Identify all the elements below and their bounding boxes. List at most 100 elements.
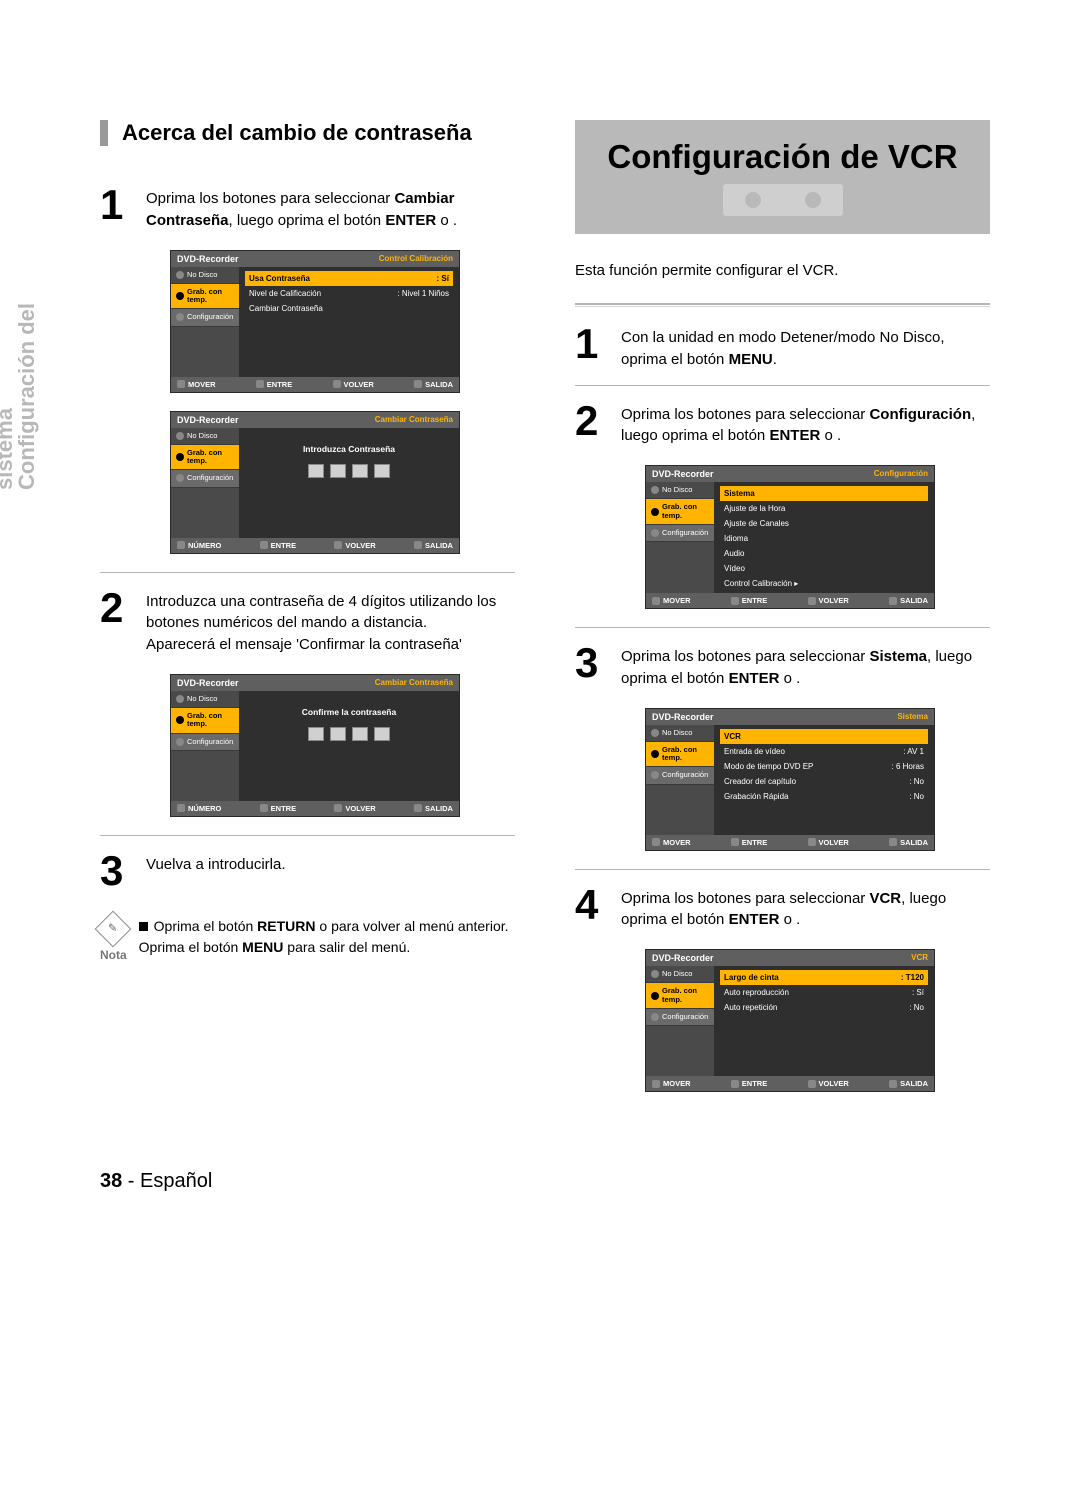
exit-icon [414, 541, 422, 549]
osd-device: DVD-Recorder [177, 415, 239, 425]
osd-side-nodisco: No Disco [646, 966, 714, 983]
step-number: 1 [100, 186, 132, 232]
number-icon [177, 804, 185, 812]
left-step-1: 1 Oprima los botones para seleccionar Ca… [100, 186, 515, 232]
osd-footer: MOVER ENTRE VOLVER SALIDA [646, 593, 934, 608]
exit-icon [414, 804, 422, 812]
osd-body: No Disco Grab. con temp. Configuración L… [646, 966, 934, 1076]
osd-footer-salida: SALIDA [414, 380, 453, 389]
osd-sidebar: No Disco Grab. con temp. Configuración [171, 691, 239, 801]
gear-icon [651, 529, 659, 537]
osd-footer: MOVER ENTRE VOLVER SALIDA [646, 835, 934, 850]
osd-body: No Disco Grab. con temp. Configuración V… [646, 725, 934, 835]
osd-row-value: : No [909, 1003, 924, 1012]
osd-row-value: : AV 1 [903, 747, 924, 756]
osd-device: DVD-Recorder [652, 953, 714, 963]
osd-side-grab: Grab. con temp. [171, 445, 239, 471]
osd-footer-entre: ENTRE [731, 596, 767, 605]
osd-row: Vídeo [720, 561, 928, 576]
osd-header: DVD-Recorder Configuración [646, 466, 934, 482]
password-boxes [245, 727, 453, 741]
osd-row-value: : No [909, 777, 924, 786]
osd-device: DVD-Recorder [652, 469, 714, 479]
osd-row: Grabación Rápida: No [720, 789, 928, 804]
page-language: Español [140, 1170, 212, 1192]
step-text: Oprima los botones para seleccionar VCR,… [621, 886, 990, 932]
osd-side-config: Configuración [171, 309, 239, 326]
clock-icon [651, 992, 659, 1000]
note-line: Oprima el botón MENU para salir del menú… [139, 937, 509, 958]
pw-digit [374, 727, 390, 741]
osd-row-value: : Sí [437, 274, 449, 283]
separator [575, 627, 990, 628]
gear-icon [176, 313, 184, 321]
note-icon-column: ✎ Nota [100, 916, 127, 964]
right-step-1: 1 Con la unidad en modo Detener/modo No … [575, 325, 990, 371]
return-icon [808, 838, 816, 846]
step-text: Oprima los botones para seleccionar Sist… [621, 644, 990, 690]
disc-icon [176, 432, 184, 440]
enter-icon [260, 541, 268, 549]
step-text: Oprima los botones para seleccionar Camb… [146, 186, 515, 232]
osd-footer-mover: MOVER [652, 596, 691, 605]
clock-icon [176, 292, 184, 300]
osd-footer-volver: VOLVER [808, 838, 849, 847]
note-line: Oprima el botón RETURN o para volver al … [139, 916, 509, 937]
left-column: Acerca del cambio de contraseña 1 Oprima… [100, 120, 515, 1110]
step-number: 1 [575, 325, 607, 371]
osd-cambiar-pw-2: DVD-Recorder Cambiar Contraseña No Disco… [170, 674, 460, 817]
osd-row: Ajuste de la Hora [720, 501, 928, 516]
osd-row: Ajuste de Canales [720, 516, 928, 531]
osd-row-value: : 6 Horas [892, 762, 924, 771]
osd-footer-entre: ENTRE [731, 838, 767, 847]
right-step-4: 4 Oprima los botones para seleccionar VC… [575, 886, 990, 932]
step-text: Con la unidad en modo Detener/modo No Di… [621, 325, 990, 371]
osd-footer-entre: ENTRE [260, 804, 296, 813]
exit-icon [889, 838, 897, 846]
clock-icon [176, 453, 184, 461]
osd-crumb: Sistema [897, 712, 928, 722]
osd-row-label: Control Calibración ▸ [724, 579, 798, 588]
osd-crumb: Control Calibración [379, 254, 453, 264]
osd-footer-entre: ENTRE [731, 1079, 767, 1088]
osd-footer-salida: SALIDA [889, 838, 928, 847]
osd-footer-volver: VOLVER [808, 596, 849, 605]
gear-icon [176, 738, 184, 746]
return-icon [808, 597, 816, 605]
osd-sidebar: No Disco Grab. con temp. Configuración [171, 428, 239, 538]
osd-side-config: Configuración [171, 734, 239, 751]
osd-row: Largo de cinta: T120 [720, 970, 928, 985]
osd-device: DVD-Recorder [652, 712, 714, 722]
osd-prompt: Introduzca Contraseña [245, 432, 453, 454]
step-number: 3 [100, 852, 132, 890]
osd-side-grab: Grab. con temp. [171, 708, 239, 734]
osd-row-label: Ajuste de la Hora [724, 504, 785, 513]
osd-sidebar: No Disco Grab. con temp. Configuración [646, 966, 714, 1076]
page-number: 38 [100, 1170, 122, 1192]
step-number: 3 [575, 644, 607, 690]
osd-sidebar: No Disco Grab. con temp. Configuración [646, 482, 714, 593]
osd-header: DVD-Recorder Control Calibración [171, 251, 459, 267]
separator [100, 835, 515, 836]
osd-side-nodisco: No Disco [171, 267, 239, 284]
osd-row: Control Calibración ▸ [720, 576, 928, 591]
exit-icon [889, 597, 897, 605]
enter-icon [731, 597, 739, 605]
osd-row: Usa Contraseña: Sí [245, 271, 453, 286]
disc-icon [651, 729, 659, 737]
move-icon [652, 597, 660, 605]
right-step-2: 2 Oprima los botones para seleccionar Co… [575, 402, 990, 448]
pw-digit [308, 727, 324, 741]
osd-main: Usa Contraseña: SíNivel de Calificación:… [239, 267, 459, 377]
enter-icon [731, 1080, 739, 1088]
osd-side-nodisco: No Disco [646, 482, 714, 499]
clock-icon [176, 716, 184, 724]
osd-main: Largo de cinta: T120Auto reproducción: S… [714, 966, 934, 1076]
osd-footer-mover: MOVER [652, 838, 691, 847]
osd-row-label: Sistema [724, 489, 755, 498]
step-text: Introduzca una contraseña de 4 dígitos u… [146, 589, 515, 656]
osd-footer-numero: NÚMERO [177, 804, 221, 813]
osd-row: Idioma [720, 531, 928, 546]
note-label: Nota [100, 946, 127, 964]
osd-footer-volver: VOLVER [808, 1079, 849, 1088]
